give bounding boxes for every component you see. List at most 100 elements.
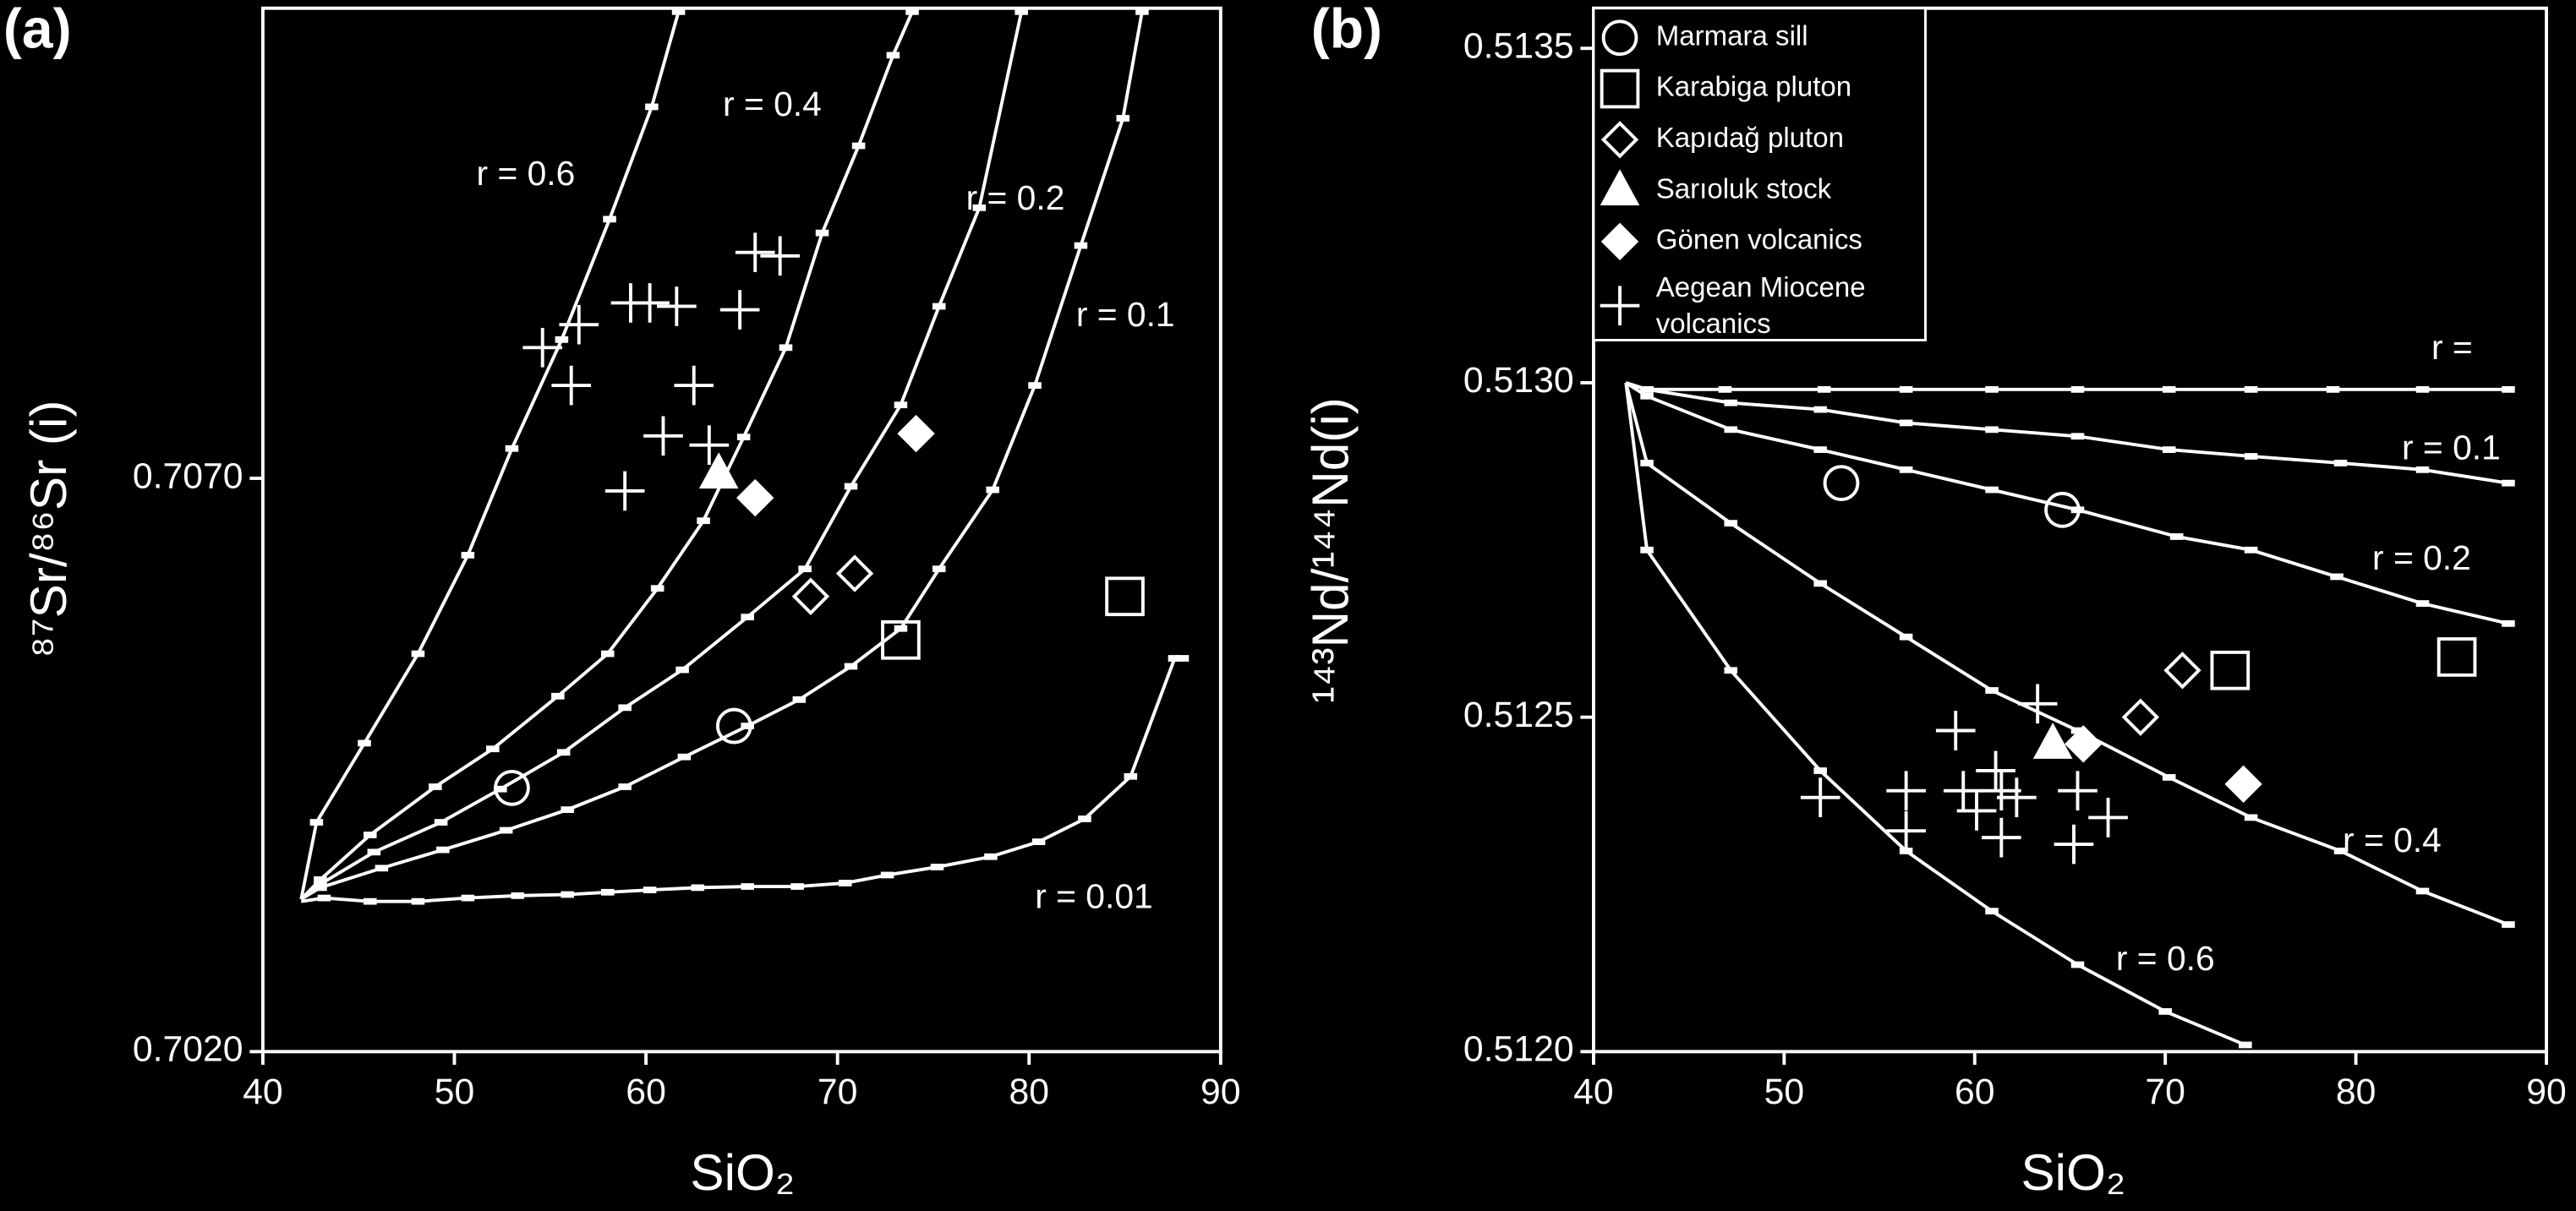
curve-tick <box>2415 385 2430 393</box>
curve-tick <box>505 445 519 452</box>
curve-tick <box>2070 433 2085 440</box>
curve-tick <box>375 865 389 872</box>
curve-tick <box>314 881 327 888</box>
marker-plus <box>604 471 645 511</box>
legend-label: Kapıdağ pluton <box>1656 123 1844 154</box>
curve-tick <box>603 215 616 223</box>
marker-plus <box>2058 771 2097 811</box>
marker-circle <box>1601 19 1638 57</box>
curve-tick <box>1899 419 1913 427</box>
curve-tick <box>2162 385 2176 393</box>
curve-tick <box>1116 115 1130 122</box>
curve-tick <box>2333 460 2348 466</box>
curve-tick <box>2326 385 2340 393</box>
marker-square <box>2210 650 2251 690</box>
curve-tick <box>317 894 331 902</box>
x-tick-label: 70 <box>818 1072 858 1112</box>
curve-label: r = 0.2 <box>966 178 1065 217</box>
curve-tick <box>1074 242 1088 249</box>
curve-tick <box>798 565 812 573</box>
curve-tick <box>1985 908 1999 915</box>
y-axis-title: ⁸⁷Sr/⁸⁶Sr (i) <box>19 401 77 658</box>
curve-tick <box>1985 385 1999 393</box>
curve-tick <box>1031 838 1046 845</box>
curve-tick <box>364 832 377 838</box>
marker-circle <box>715 707 752 745</box>
curve-tick <box>314 884 327 892</box>
curve-label: r = 0.2 <box>2372 538 2471 577</box>
curve-label: r = 0.01 <box>1035 876 1152 915</box>
curve-tick <box>930 864 944 870</box>
y-tick-label: 0.7070 <box>133 455 243 496</box>
curve-tick <box>741 883 754 890</box>
marker-diamond <box>791 577 830 615</box>
legend-box <box>1592 7 1927 341</box>
marker-square <box>1600 68 1640 109</box>
curve <box>1625 381 2509 485</box>
curve-tick <box>561 806 574 814</box>
curve <box>1624 382 2509 926</box>
marker-plus <box>2054 824 2094 865</box>
curve-tick <box>1718 385 1732 393</box>
curve-label: r = 0.6 <box>477 154 576 193</box>
curve-tick <box>894 625 908 632</box>
curve-tick <box>984 853 998 860</box>
curve-tick <box>551 692 565 700</box>
x-axis-title: SiO₂ <box>2021 1143 2125 1201</box>
curve-tick <box>972 204 987 211</box>
curve-tick <box>434 819 448 826</box>
marker-diamond <box>2121 698 2160 736</box>
x-axis-title: SiO₂ <box>690 1143 795 1201</box>
curve-tick <box>1640 385 1654 393</box>
marker-diamond-filled <box>897 414 935 453</box>
marker-plus <box>630 283 670 323</box>
curve-tick <box>411 650 425 657</box>
marker-triangle <box>2032 723 2073 759</box>
curve-tick <box>1899 466 1913 473</box>
curve-tick <box>2162 446 2176 453</box>
curve-tick <box>429 783 442 790</box>
marker-circle <box>1823 465 1860 502</box>
curve-tick <box>2502 479 2515 487</box>
marker-plus <box>735 232 775 273</box>
curve-tick <box>2502 921 2515 928</box>
marker-plus <box>1943 771 1983 811</box>
y-tick-label: 0.7020 <box>133 1029 243 1070</box>
marker-square <box>2437 637 2477 677</box>
curve-tick <box>677 753 692 761</box>
curve-tick <box>1640 460 1654 466</box>
curve-tick <box>790 883 804 890</box>
curve <box>1625 381 2508 391</box>
curve-tick <box>1813 446 1827 453</box>
panel-label: (a) <box>3 0 72 60</box>
marker-diamond-filled <box>1600 222 1639 261</box>
curve-tick <box>2415 600 2430 608</box>
marker-diamond-filled <box>736 478 774 517</box>
curve-tick <box>1135 8 1149 15</box>
marker-plus <box>1800 777 1840 817</box>
marker-plus <box>559 304 599 345</box>
curve-label: r = 0.6 <box>2116 939 2215 978</box>
plot-frame <box>260 6 1222 1054</box>
curve-tick <box>2244 385 2258 393</box>
curve-tick <box>555 335 569 343</box>
curve-tick <box>364 897 377 905</box>
marker-plus <box>1982 817 2021 858</box>
curve-tick <box>1640 392 1654 400</box>
marker-diamond <box>835 554 874 592</box>
curve <box>300 11 1024 901</box>
legend-label: Karabiga pluton <box>1656 72 1851 103</box>
curve-tick <box>600 888 615 896</box>
curve-tick <box>1899 633 1913 641</box>
curve-tick <box>2415 887 2430 895</box>
curve-tick <box>1899 385 1913 393</box>
curve-tick <box>1168 655 1182 662</box>
marker-circle <box>494 769 530 806</box>
curve-tick <box>886 52 900 59</box>
curve-tick <box>2239 1041 2252 1049</box>
marker-plus <box>1600 286 1640 325</box>
curve-tick <box>2244 546 2258 554</box>
curve-tick <box>741 614 754 621</box>
curve-tick <box>2070 727 2085 734</box>
